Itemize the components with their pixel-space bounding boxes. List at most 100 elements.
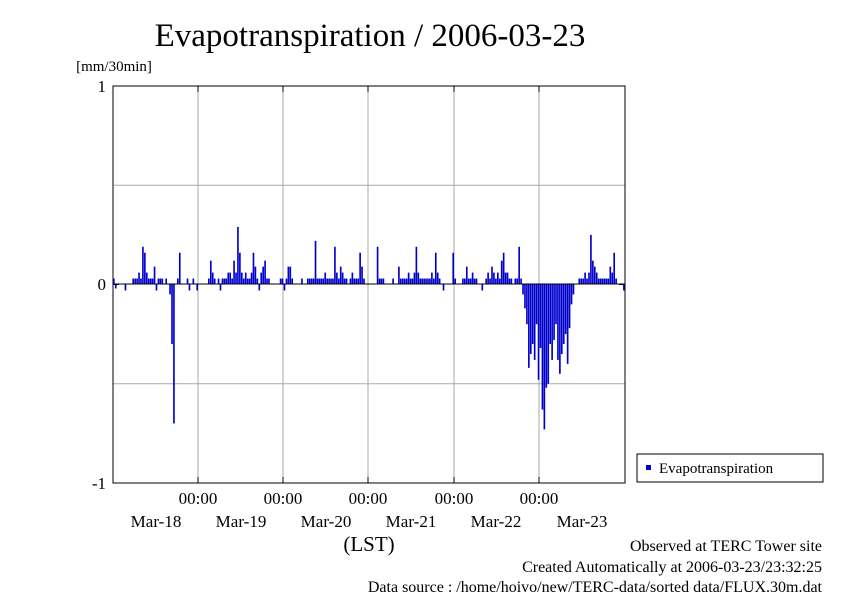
bar xyxy=(411,278,414,285)
x-date-label-4: Mar-21 xyxy=(386,512,437,531)
bar xyxy=(584,272,586,285)
bar xyxy=(506,272,509,285)
bar xyxy=(611,272,614,285)
bar xyxy=(434,252,437,285)
bar xyxy=(244,272,247,285)
bar xyxy=(140,278,142,285)
bar xyxy=(613,252,616,285)
bar xyxy=(471,272,474,285)
bar xyxy=(217,278,220,285)
bar xyxy=(326,278,328,285)
bar xyxy=(355,278,358,285)
bar xyxy=(555,284,557,325)
bar xyxy=(419,278,422,285)
bar xyxy=(549,284,552,345)
bar xyxy=(289,266,292,285)
bar xyxy=(349,278,352,285)
bar xyxy=(165,278,168,285)
bar xyxy=(531,284,534,345)
bar xyxy=(405,278,408,285)
chart-title: Evapotranspiration / 2006-03-23 xyxy=(155,18,586,54)
bar xyxy=(593,266,596,285)
bar xyxy=(436,272,439,285)
bar xyxy=(316,278,319,285)
bar xyxy=(113,278,115,285)
bar xyxy=(155,284,158,291)
bar xyxy=(330,278,332,285)
bar xyxy=(561,284,563,354)
bar xyxy=(134,278,136,285)
bar xyxy=(225,278,228,285)
bar xyxy=(268,278,270,285)
bars xyxy=(113,226,625,430)
bar xyxy=(481,284,484,291)
y-tick-label-zero: 0 xyxy=(98,275,107,294)
bar xyxy=(524,284,526,309)
bar xyxy=(188,284,191,291)
bar xyxy=(592,260,594,285)
bar xyxy=(306,278,309,285)
bar xyxy=(334,246,336,285)
footer-created: Created Automatically at 2006-03-23/23:3… xyxy=(522,559,822,576)
footer-source: Data source : /home/hoivo/new/TERC-data/… xyxy=(368,579,823,595)
bar xyxy=(564,284,567,335)
bar xyxy=(522,284,524,295)
bar xyxy=(157,278,160,285)
bar xyxy=(601,278,604,285)
legend-box xyxy=(636,453,824,483)
bar xyxy=(605,278,608,285)
x-date-label-5: Mar-22 xyxy=(471,512,522,531)
bar xyxy=(409,278,412,285)
bar xyxy=(489,278,491,285)
x-time-label-3: 00:00 xyxy=(349,489,388,508)
bar xyxy=(504,272,507,285)
bar xyxy=(144,252,146,285)
bar xyxy=(159,278,162,285)
bar xyxy=(595,272,598,285)
bar xyxy=(502,252,505,285)
bar xyxy=(260,272,263,285)
bar xyxy=(572,284,575,295)
bar xyxy=(171,284,173,345)
bar xyxy=(336,272,338,285)
bar xyxy=(392,278,394,285)
bar xyxy=(264,260,266,285)
bar xyxy=(285,278,288,285)
bar xyxy=(161,278,164,285)
bar xyxy=(357,278,360,285)
bar xyxy=(235,272,237,285)
bar xyxy=(557,284,559,360)
bar xyxy=(361,266,363,285)
bar xyxy=(562,284,565,345)
bar xyxy=(603,278,606,285)
bar xyxy=(114,284,117,289)
bar xyxy=(281,278,284,285)
bar xyxy=(318,278,321,285)
bar xyxy=(142,246,144,285)
bar xyxy=(514,278,517,285)
bar xyxy=(508,278,511,285)
x-date-label-1: Mar-18 xyxy=(131,512,182,531)
bar xyxy=(475,278,478,285)
bar xyxy=(376,246,379,285)
bar xyxy=(151,278,154,285)
bar xyxy=(407,272,410,285)
bar xyxy=(401,278,404,285)
axis-ticks xyxy=(113,85,625,484)
y-tick-label-bottom: -1 xyxy=(92,474,106,493)
bar xyxy=(258,284,261,291)
bar xyxy=(415,246,418,285)
bar xyxy=(609,266,612,285)
x-date-label-6: Mar-23 xyxy=(557,512,608,531)
bar xyxy=(291,278,294,285)
legend-label: Evapotranspiration xyxy=(659,461,774,477)
bar xyxy=(231,278,233,285)
bar xyxy=(403,278,406,285)
bar xyxy=(213,278,216,285)
bar xyxy=(337,278,340,285)
bar xyxy=(301,278,303,285)
bar xyxy=(233,260,235,285)
bar xyxy=(537,284,540,380)
bar xyxy=(533,284,536,360)
bar xyxy=(500,260,503,285)
